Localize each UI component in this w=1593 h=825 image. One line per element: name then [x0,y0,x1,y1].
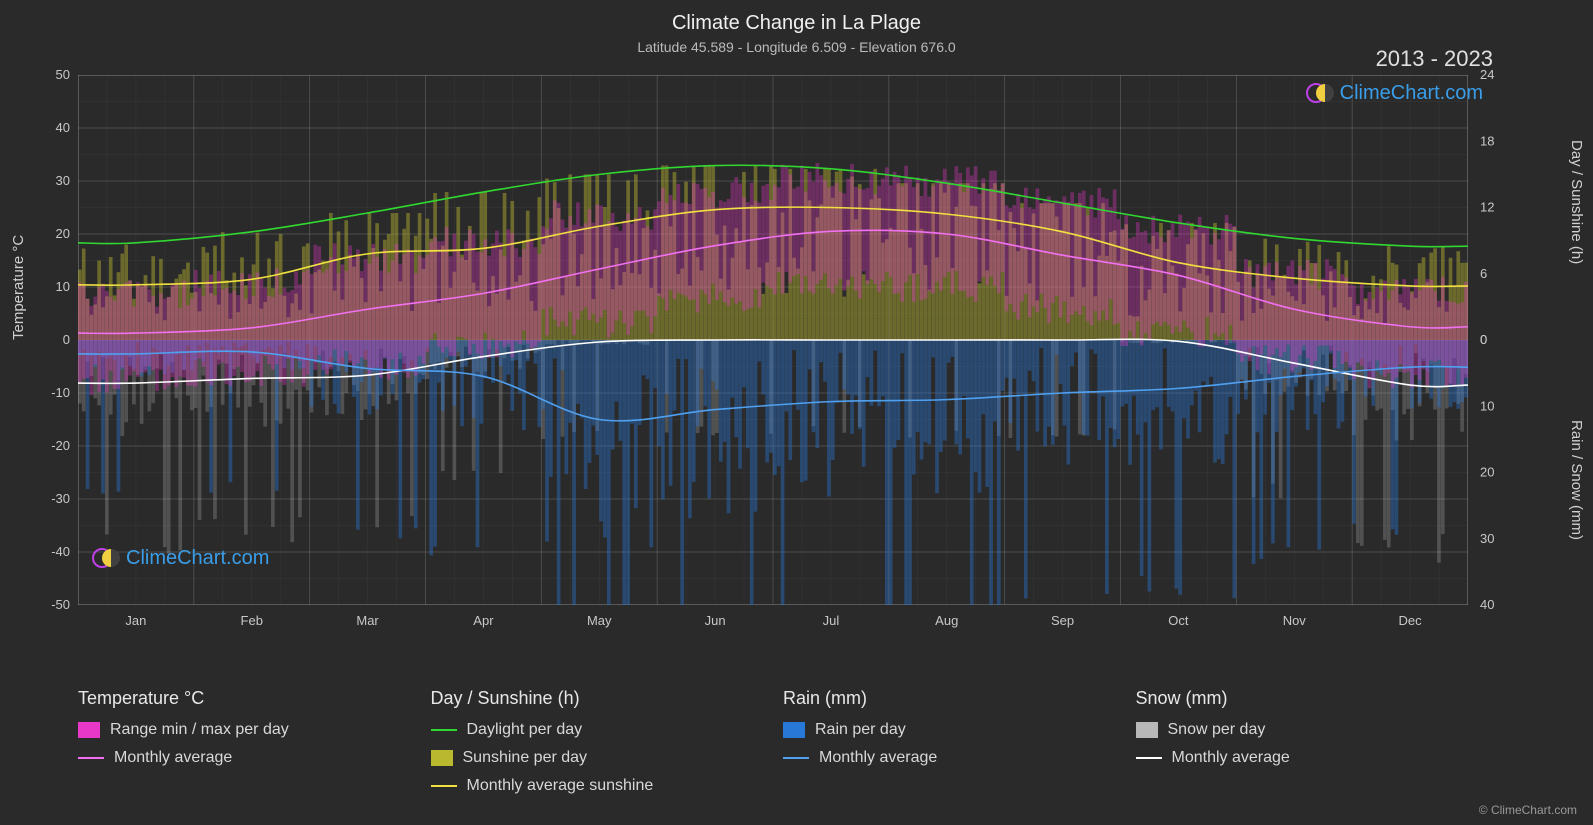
legend-item: Snow per day [1136,721,1469,739]
svg-text:-30: -30 [51,491,70,506]
legend: Temperature °C Range min / max per day Mon… [78,688,1468,805]
svg-text:Dec: Dec [1399,613,1423,628]
legend-section: Rain (mm) Rain per day Monthly average [783,688,1116,805]
legend-swatch-icon [783,722,805,738]
svg-text:0: 0 [63,332,70,347]
svg-text:Nov: Nov [1283,613,1307,628]
brand-text: ClimeChart.com [126,547,269,570]
svg-text:20: 20 [1480,465,1494,480]
legend-swatch-icon [1136,722,1158,738]
legend-title: Day / Sunshine (h) [431,688,764,709]
legend-item: Sunshine per day [431,749,764,767]
legend-line-icon [431,729,457,731]
svg-text:Mar: Mar [356,613,379,628]
climechart-icon [92,545,118,571]
y-right-bottom-label: Rain / Snow (mm) [1568,420,1585,540]
legend-label: Rain per day [815,721,906,739]
svg-text:18: 18 [1480,133,1494,148]
y-left-label: Temperature °C [10,235,27,340]
svg-text:20: 20 [56,226,70,241]
svg-text:Jan: Jan [125,613,146,628]
legend-item: Monthly average sunshine [431,777,764,795]
chart-subtitle: Latitude 45.589 - Longitude 6.509 - Elev… [0,39,1593,55]
chart-title: Climate Change in La Plage [0,0,1593,35]
legend-line-icon [78,757,104,759]
year-range: 2013 - 2023 [1376,46,1493,72]
svg-text:30: 30 [1480,531,1494,546]
legend-label: Monthly average sunshine [467,777,654,795]
svg-text:6: 6 [1480,266,1487,281]
plot-svg [78,75,1468,605]
svg-text:-10: -10 [51,385,70,400]
legend-label: Monthly average [819,749,937,767]
climechart-icon [1306,80,1332,106]
legend-label: Sunshine per day [463,749,588,767]
legend-label: Monthly average [114,749,232,767]
svg-text:40: 40 [56,120,70,135]
brand-text: ClimeChart.com [1340,82,1483,105]
svg-text:May: May [587,613,612,628]
legend-line-icon [431,785,457,787]
svg-text:50: 50 [56,67,70,82]
svg-text:Apr: Apr [473,613,494,628]
legend-label: Monthly average [1172,749,1290,767]
svg-text:0: 0 [1480,332,1487,347]
legend-section: Day / Sunshine (h) Daylight per day Sunshi… [431,688,764,805]
legend-label: Snow per day [1168,721,1266,739]
svg-text:0: 0 [1480,332,1487,347]
legend-label: Range min / max per day [110,721,289,739]
svg-text:Jun: Jun [705,613,726,628]
svg-text:Jul: Jul [823,613,840,628]
legend-section: Temperature °C Range min / max per day Mon… [78,688,411,805]
legend-title: Snow (mm) [1136,688,1469,709]
svg-text:-40: -40 [51,544,70,559]
svg-text:Feb: Feb [241,613,263,628]
svg-text:Oct: Oct [1168,613,1189,628]
legend-item: Monthly average [783,749,1116,767]
legend-title: Rain (mm) [783,688,1116,709]
svg-text:-50: -50 [51,597,70,612]
svg-text:-20: -20 [51,438,70,453]
svg-text:12: 12 [1480,200,1494,215]
y-right-top-label: Day / Sunshine (h) [1568,140,1585,264]
svg-text:Sep: Sep [1051,613,1074,628]
legend-swatch-icon [431,750,453,766]
legend-label: Daylight per day [467,721,583,739]
legend-item: Rain per day [783,721,1116,739]
svg-text:10: 10 [56,279,70,294]
legend-item: Range min / max per day [78,721,411,739]
svg-text:Aug: Aug [935,613,958,628]
legend-item: Daylight per day [431,721,764,739]
svg-text:40: 40 [1480,597,1494,612]
svg-text:30: 30 [56,173,70,188]
copyright: © ClimeChart.com [1479,803,1577,817]
legend-line-icon [783,757,809,759]
legend-swatch-icon [78,722,100,738]
legend-item: Monthly average [78,749,411,767]
svg-text:10: 10 [1480,398,1494,413]
legend-section: Snow (mm) Snow per day Monthly average [1136,688,1469,805]
legend-title: Temperature °C [78,688,411,709]
brand-logo-bottom: ClimeChart.com [92,545,269,571]
legend-item: Monthly average [1136,749,1469,767]
legend-line-icon [1136,757,1162,759]
plot-area [78,75,1468,605]
brand-logo-top: ClimeChart.com [1306,80,1483,106]
climate-chart: Climate Change in La Plage Latitude 45.5… [0,0,1593,825]
